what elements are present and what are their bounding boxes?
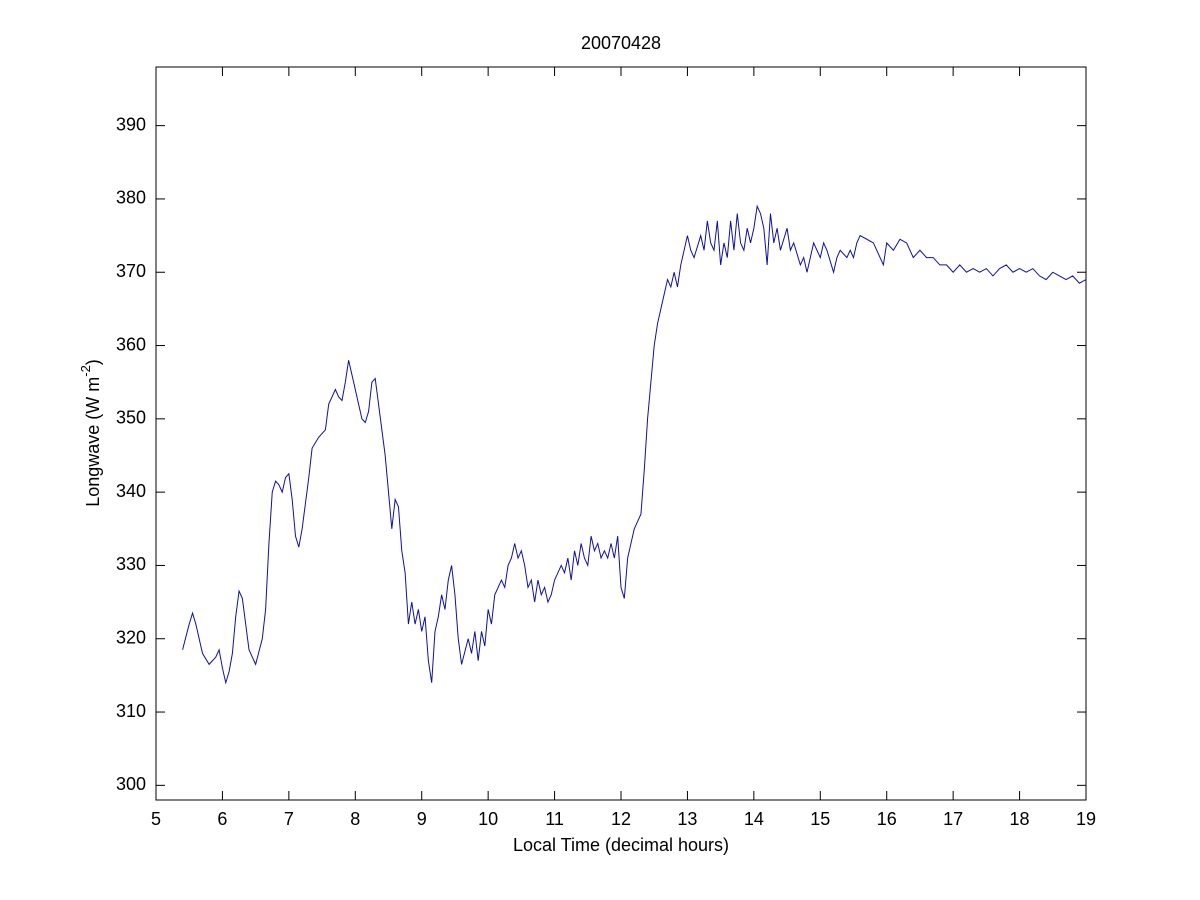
x-tick-label: 9 [417,809,427,829]
data-line [182,204,1087,685]
x-tick-label: 14 [744,809,764,829]
y-axis-label: Longwave (W m-2) [78,359,102,507]
x-tick-label: 16 [877,809,897,829]
x-tick-label: 8 [350,809,360,829]
y-label-text: Longwave (W m [83,377,103,507]
x-tick-label: 7 [284,809,294,829]
y-tick-label: 330 [116,554,146,574]
y-tick-label: 340 [116,481,146,501]
x-tick-label: 10 [478,809,498,829]
y-label-sup: -2 [78,365,93,377]
y-tick-label: 390 [116,114,146,134]
y-tick-label: 380 [116,188,146,208]
x-tick-label: 13 [677,809,697,829]
chart-title: 20070428 [581,33,661,53]
x-tick-label: 15 [810,809,830,829]
x-tick-label: 11 [545,809,564,829]
y-tick-label: 310 [116,701,146,721]
y-tick-label: 370 [116,261,146,281]
y-tick-label: 350 [116,408,146,428]
y-tick-label: 360 [116,334,146,354]
x-tick-label: 5 [151,809,161,829]
plot-area [155,66,1087,801]
x-tick-label: 12 [611,809,631,829]
x-axis-label: Local Time (decimal hours) [513,835,729,855]
y-tick-label: 320 [116,627,146,647]
x-tick-label: 6 [217,809,227,829]
y-label-end: ) [83,359,103,365]
x-tick-label: 17 [943,809,963,829]
x-tick-label: 19 [1076,809,1096,829]
y-tick-label: 300 [116,774,146,794]
x-tick-label: 18 [1010,809,1030,829]
